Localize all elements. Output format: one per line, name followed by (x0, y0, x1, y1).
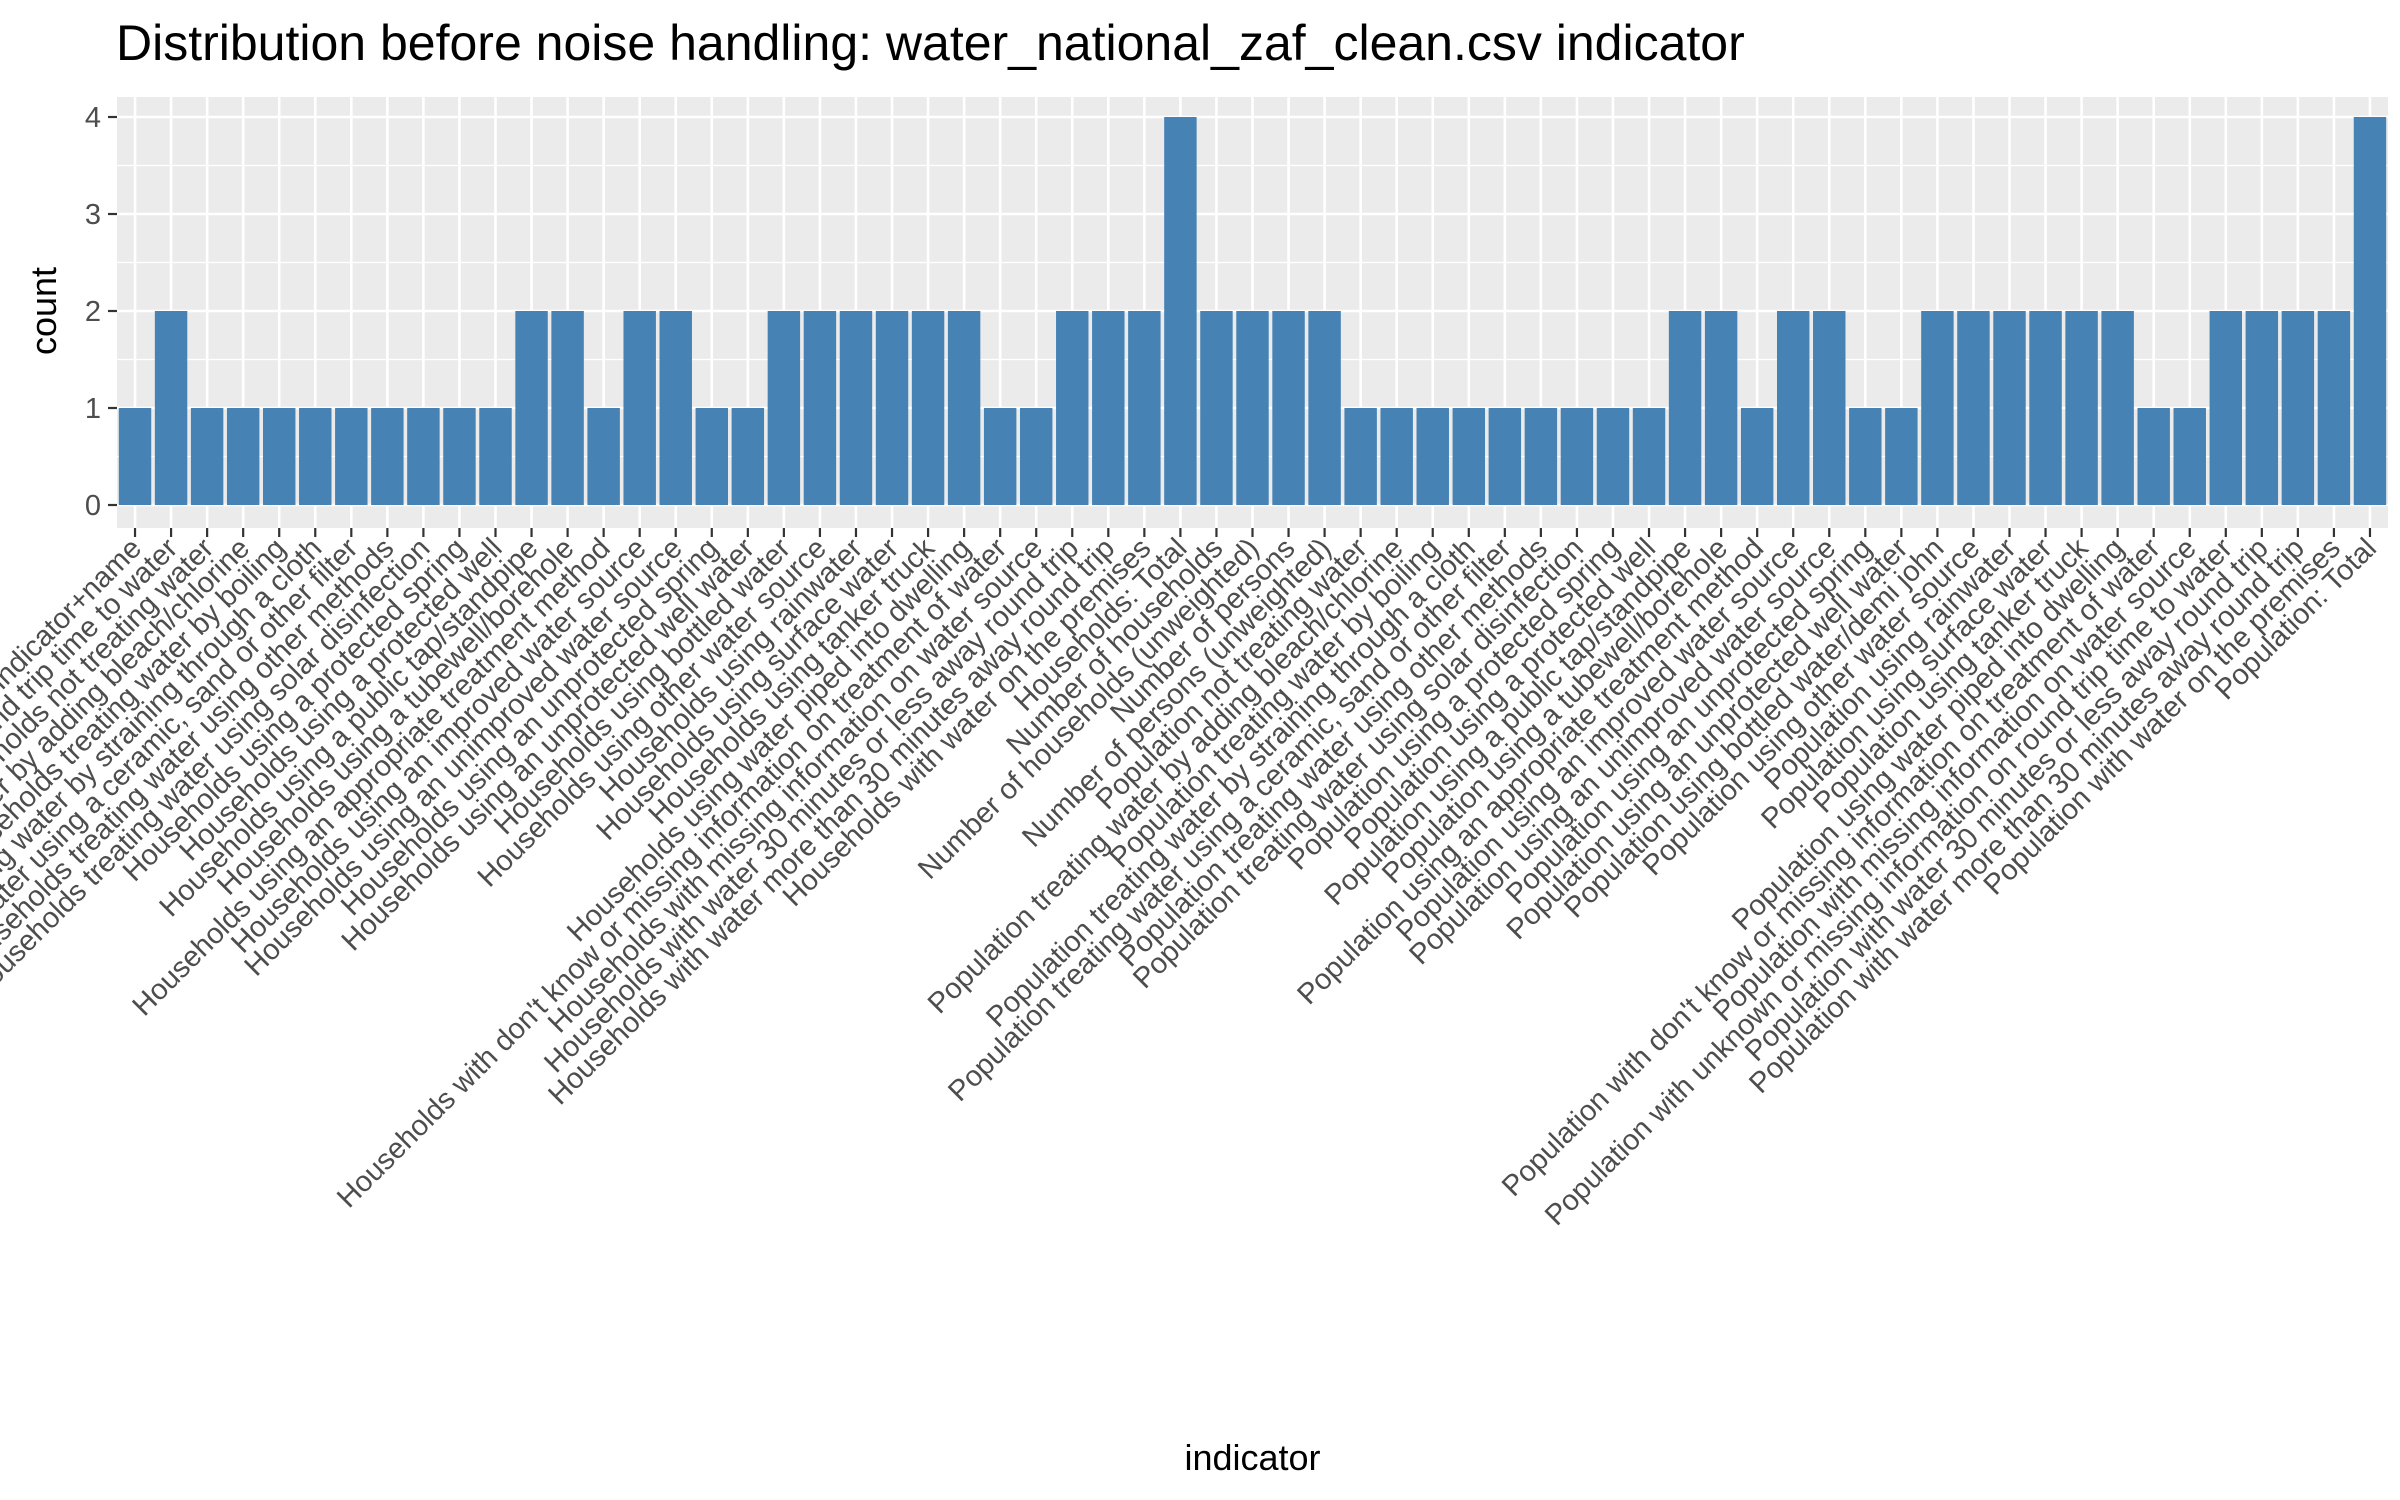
bar (1488, 408, 1522, 505)
bar (1813, 311, 1846, 505)
bar (587, 408, 620, 505)
bar (479, 408, 512, 505)
bar (1668, 311, 1702, 505)
bar (1740, 408, 1774, 505)
y-tick-label: 1 (85, 393, 101, 425)
bar (911, 311, 945, 505)
bar (2101, 311, 2134, 505)
y-tick-label: 4 (85, 102, 101, 134)
y-tick-label: 0 (85, 490, 101, 522)
bar (154, 311, 188, 505)
bar (2245, 311, 2279, 505)
bar (1524, 408, 1558, 505)
bar (1200, 311, 1233, 505)
bar (1849, 408, 1882, 505)
bar (1416, 408, 1449, 505)
x-axis-title: indicator (1184, 1437, 1320, 1478)
bar (371, 408, 404, 505)
y-axis: 0 1 2 3 4 (85, 102, 117, 522)
bar (2317, 311, 2351, 505)
bar (1776, 311, 1810, 505)
bar (118, 408, 152, 505)
bar (2065, 311, 2098, 505)
bar (1272, 311, 1305, 505)
bar (623, 311, 656, 505)
bar (2029, 311, 2062, 505)
bar (2209, 311, 2243, 505)
bar (515, 311, 548, 505)
bar (2353, 117, 2387, 505)
bar (2281, 311, 2315, 505)
bar (1632, 408, 1666, 505)
bar (1092, 311, 1125, 505)
bar (299, 408, 332, 505)
bar (1344, 408, 1377, 505)
bar (659, 311, 692, 505)
chart-title: Distribution before noise handling: wate… (116, 15, 1745, 71)
y-tick-label: 3 (85, 199, 101, 231)
bar (1560, 408, 1594, 505)
bar (2137, 408, 2170, 505)
bar (262, 408, 296, 505)
x-axis: #indicator+nameAverage round trip time t… (0, 528, 2383, 1232)
bar (839, 311, 873, 505)
bar (767, 311, 801, 505)
bar (190, 408, 224, 505)
bar (1236, 311, 1269, 505)
bar (875, 311, 909, 505)
bar (2173, 408, 2206, 505)
bar (983, 408, 1017, 505)
y-tick-label: 2 (85, 296, 101, 328)
bar (1380, 408, 1413, 505)
bars (118, 117, 2387, 505)
bar (443, 408, 476, 505)
bar (731, 408, 765, 505)
bar (407, 408, 440, 505)
bar (1019, 408, 1053, 505)
bar (803, 311, 837, 505)
bar (551, 311, 584, 505)
bar (1056, 311, 1089, 505)
bar (226, 408, 260, 505)
bar (335, 408, 368, 505)
y-axis-title: count (23, 267, 64, 355)
bar (1164, 117, 1197, 505)
bar (947, 311, 981, 505)
bar (695, 408, 729, 505)
bar (1921, 311, 1954, 505)
bar (1885, 408, 1918, 505)
bar (1704, 311, 1738, 505)
bar (1993, 311, 2026, 505)
bar (1596, 408, 1630, 505)
bar (1128, 311, 1161, 505)
bar (1308, 311, 1341, 505)
bar (1957, 311, 1990, 505)
bar (1452, 408, 1486, 505)
